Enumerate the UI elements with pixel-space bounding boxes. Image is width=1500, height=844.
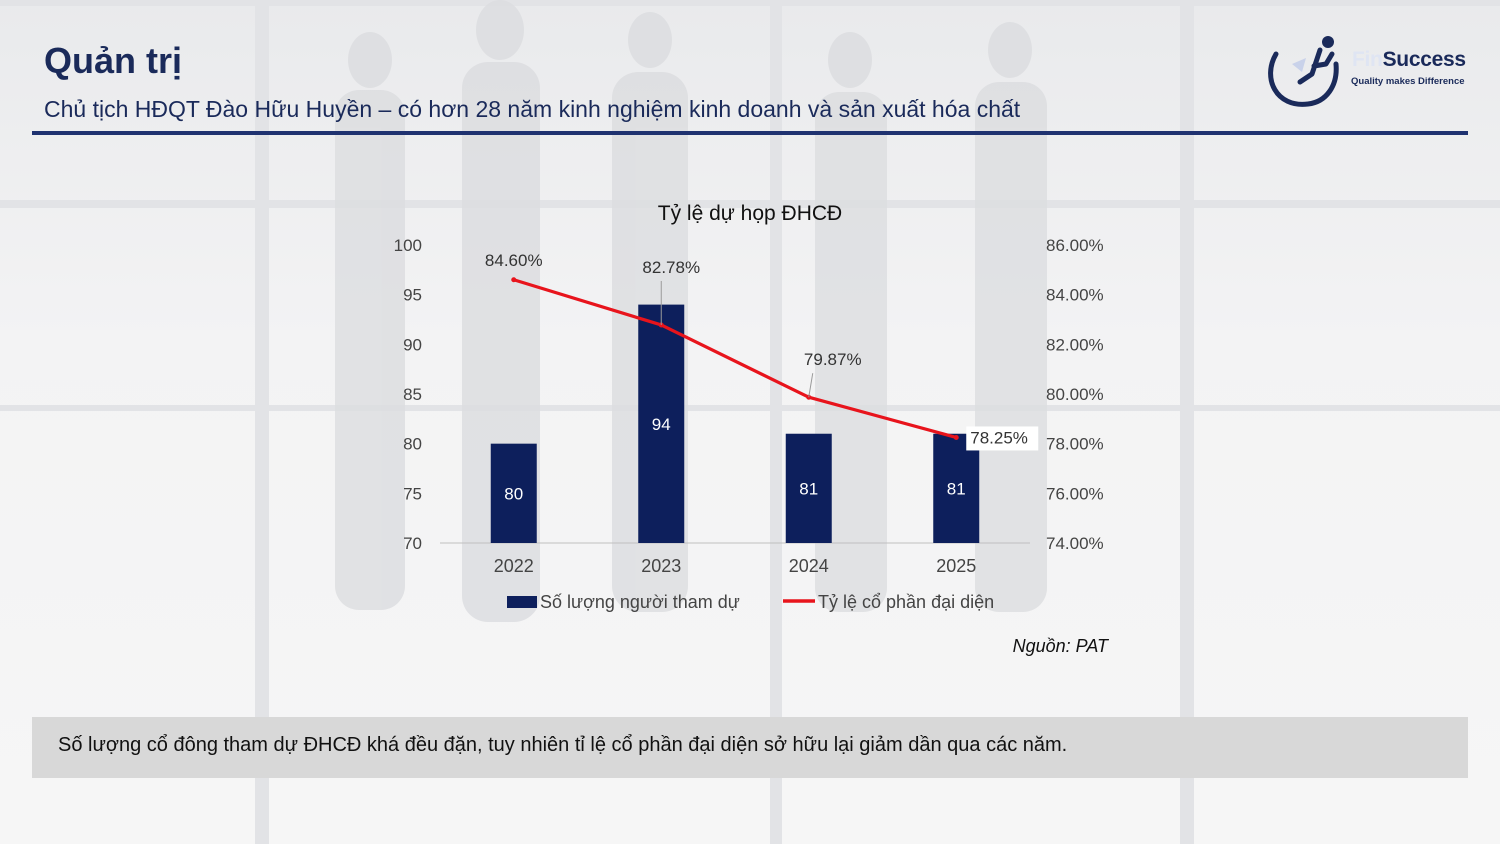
data-label-leader — [808, 373, 814, 398]
y-left-tick-label: 95 — [403, 286, 422, 305]
page-title: Quản trị — [44, 40, 183, 81]
x-tick-label: 2025 — [936, 556, 976, 576]
source-note: Nguồn: PAT — [1012, 636, 1108, 656]
legend-bar-label: Số lượng người tham dự — [540, 592, 740, 612]
runner-swoosh-icon — [1268, 36, 1339, 107]
line-value-label: 79.87% — [804, 350, 862, 369]
logo-wordmark: FinSuccess — [1352, 48, 1466, 72]
x-tick-label: 2022 — [494, 556, 534, 576]
y-right-tick-label: 86.00% — [1046, 236, 1104, 255]
y-left-tick-label: 70 — [403, 534, 422, 553]
share-ratio-point — [511, 277, 517, 283]
legend-bar-swatch — [507, 596, 537, 608]
y-right-tick-label: 76.00% — [1046, 484, 1104, 503]
bar-value-label: 94 — [652, 415, 671, 434]
y-left-tick-label: 80 — [403, 435, 422, 454]
line-value-label: 84.60% — [485, 251, 543, 270]
bar-value-label: 81 — [799, 479, 818, 498]
logo-tagline: Quality makes Difference — [1351, 76, 1465, 87]
logo-brand-prefix: Fin — [1352, 48, 1383, 71]
y-left-tick-label: 85 — [403, 385, 422, 404]
conclusion-text: Số lượng cổ đông tham dự ĐHCĐ khá đều đặ… — [58, 734, 1068, 756]
y-right-tick-label: 78.00% — [1046, 435, 1104, 454]
y-right-tick-label: 74.00% — [1046, 534, 1104, 553]
bar-2025 — [933, 433, 980, 543]
y-right-tick-label: 82.00% — [1046, 335, 1104, 354]
line-value-label: 78.25% — [970, 428, 1028, 447]
y-right-tick-label: 80.00% — [1046, 385, 1104, 404]
title-divider — [32, 131, 1468, 135]
legend-line-label: Tỷ lệ cổ phần đại diện — [818, 592, 994, 612]
bar-value-label: 81 — [947, 479, 966, 498]
share-ratio-point — [953, 434, 959, 440]
y-left-tick-label: 75 — [403, 484, 422, 503]
bar-2024 — [785, 433, 832, 543]
bar-2023 — [638, 304, 685, 543]
bar-2022 — [490, 443, 537, 543]
x-tick-label: 2023 — [641, 556, 681, 576]
data-label-background — [966, 426, 1039, 451]
page-subtitle: Chủ tịch HĐQT Đào Hữu Huyền – có hơn 28 … — [44, 96, 1021, 122]
logo-brand-suffix: Success — [1382, 48, 1466, 71]
conclusion-panel: Số lượng cổ đông tham dự ĐHCĐ khá đều đặ… — [32, 717, 1468, 778]
x-tick-label: 2024 — [789, 556, 829, 576]
share-ratio-line — [513, 278, 957, 440]
y-left-tick-label: 100 — [394, 236, 422, 255]
line-value-label: 82.78% — [642, 258, 700, 277]
y-left-tick-label: 90 — [403, 335, 422, 354]
y-right-tick-label: 84.00% — [1046, 286, 1104, 305]
finsuccess-logo: FinSuccess Quality makes Difference — [1262, 34, 1472, 110]
chart-title: Tỷ lệ dự họp ĐHCĐ — [658, 202, 842, 225]
bar-value-label: 80 — [504, 484, 523, 503]
